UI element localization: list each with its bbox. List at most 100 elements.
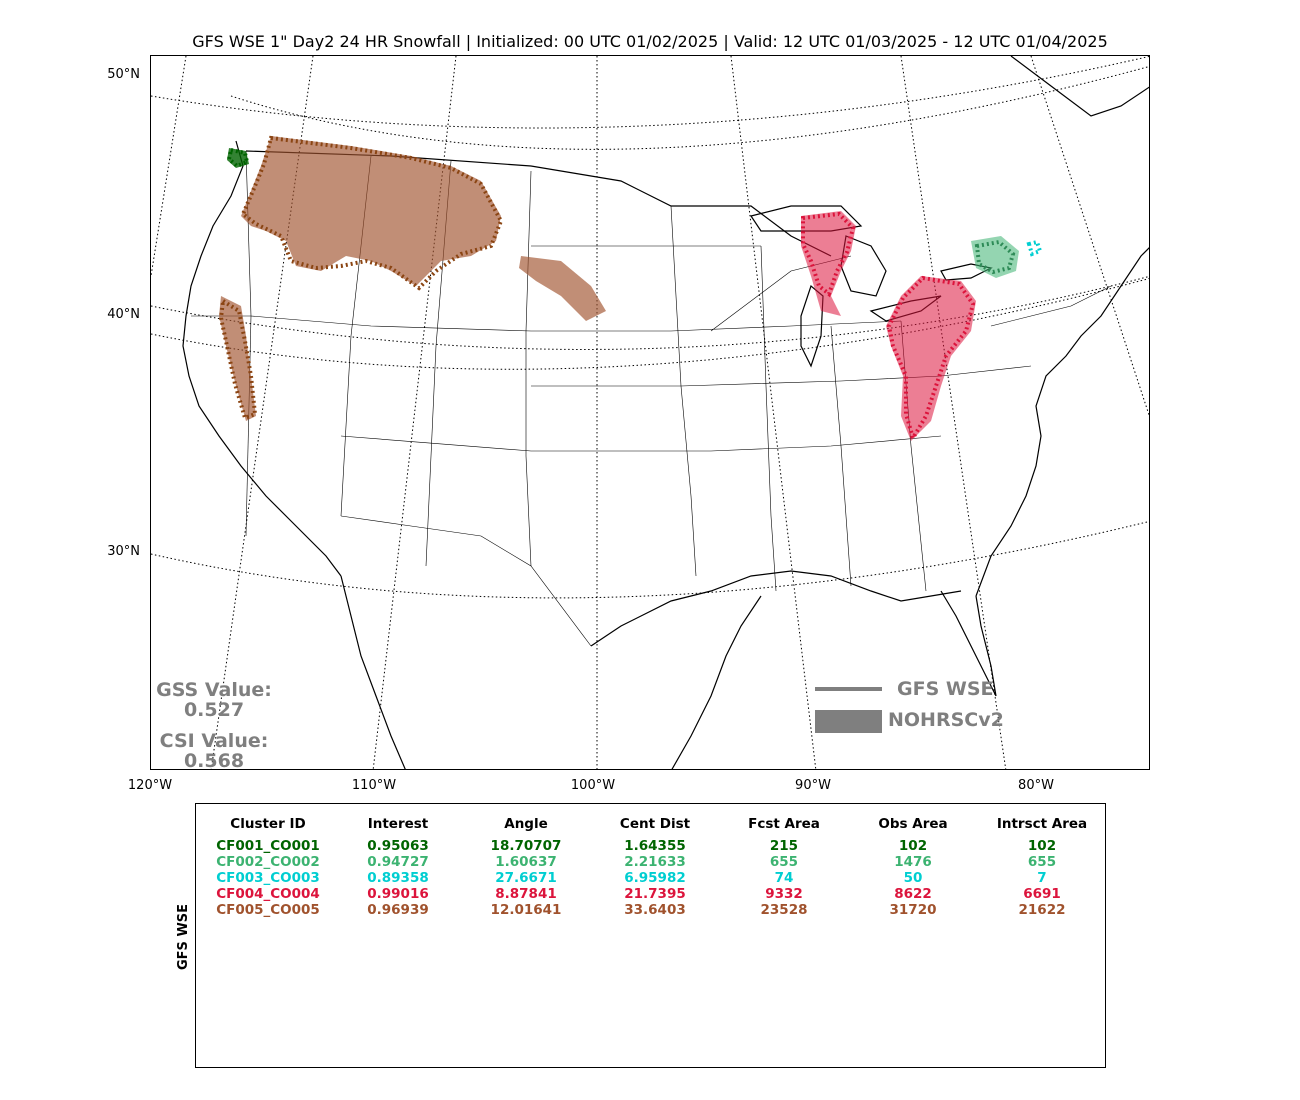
obs-area-cf004-mi (801, 211, 856, 316)
table-cell-obs-area-row5: 31720 (889, 902, 937, 918)
border-2 (250, 315, 902, 332)
table-cell-obs-area-row2: 1476 (894, 854, 932, 870)
lon-label-80w: 80°W (1018, 778, 1054, 793)
table-cell-intrsct-area-row3: 7 (1037, 870, 1047, 886)
table-cell-angle-row3: 27.6671 (495, 870, 557, 886)
state-borders (191, 150, 1112, 647)
fcst-outline-cf003 (1026, 239, 1043, 257)
table-header-obs-area: Obs Area (878, 816, 948, 832)
table-header-cluster-id: Cluster ID (230, 816, 306, 832)
table-cell-cent-dist-row5: 33.6403 (624, 902, 686, 918)
table-header-fcst-area: Fcst Area (748, 816, 820, 832)
border-6 (245, 315, 252, 537)
table-column-obs-area: Obs Area 102 1476 50 8622 31720 (878, 816, 947, 918)
table-cell-interest-row2: 0.94727 (367, 854, 429, 870)
stats-table: Cluster ID CF001_CO001 CF002_CO002 CF003_CO… (195, 803, 1106, 1068)
table-header-cent-dist: Cent Dist (619, 816, 691, 832)
obs-area-cf005-west (219, 296, 256, 421)
border-11 (830, 325, 852, 587)
table-cell-cluster-id-row2: CF002_CO002 (216, 854, 320, 870)
table-cell-intrsct-area-row1: 102 (1027, 838, 1057, 854)
csi-value: 0.568 (183, 750, 245, 772)
obs-area-cf001 (227, 148, 249, 168)
table-column-interest: Interest 0.95063 0.94727 0.89358 0.99016 0.96… (367, 816, 429, 918)
lon-label-90w: 90°W (795, 778, 831, 793)
obs-area-cf005-east (519, 256, 606, 321)
border-7 (340, 435, 942, 452)
table-cell-cent-dist-row1: 1.64355 (624, 838, 686, 854)
table-cell-obs-area-row4: 8622 (894, 886, 932, 902)
lon-label-110w: 110°W (351, 778, 397, 793)
table-header-intrsct-area: Intrsct Area (996, 816, 1088, 832)
table-cell-cluster-id-row1: CF001_CO001 (216, 838, 320, 854)
table-cell-fcst-area-row2: 655 (769, 854, 799, 870)
fcst-outline-cf002 (974, 239, 1016, 275)
table-cell-cluster-id-row5: CF005_CO005 (216, 902, 320, 918)
lat-line-mid-north (230, 66, 1149, 150)
fcst-outline-cf004 (886, 275, 976, 443)
observed-areas (219, 136, 1019, 441)
table-cell-angle-row4: 8.87841 (495, 886, 557, 902)
lon-label-100w: 100°W (570, 778, 616, 793)
map-title: GFS WSE 1" Day2 24 HR Snowfall | Initial… (192, 32, 1108, 51)
lon-line-120w (151, 56, 187, 277)
table-cell-interest-row1: 0.95063 (367, 838, 429, 854)
table-cell-interest-row3: 0.89358 (367, 870, 429, 886)
legend-line-swatch (815, 687, 882, 691)
hudson-bay-edge (1010, 56, 1149, 117)
table-header-angle: Angle (504, 816, 548, 832)
table-column-intrsct-area: Intrsct Area 102 655 7 6691 21622 (997, 816, 1087, 918)
fcst-outline-cf001 (226, 147, 250, 169)
border-5 (525, 170, 532, 567)
table-cell-cluster-id-row3: CF003_CO003 (216, 870, 320, 886)
legend-box-swatch (815, 710, 882, 733)
fcst-outline-cf004-mi (801, 211, 856, 298)
west-coast (182, 140, 342, 577)
table-column-angle: Angle 18.70707 1.60637 27.6671 8.87841 12.016… (491, 816, 562, 918)
table-cell-intrsct-area-row2: 655 (1027, 854, 1057, 870)
table-cell-cent-dist-row4: 21.7395 (624, 886, 686, 902)
table-cell-obs-area-row3: 50 (903, 870, 923, 886)
lon-line-95w (730, 56, 817, 769)
border-13 (531, 365, 1032, 387)
map-panel (150, 55, 1150, 770)
lon-line-85w (1030, 56, 1149, 417)
table-cell-fcst-area-row4: 9332 (765, 886, 803, 902)
table-column-fcst-area: Fcst Area 215 655 74 9332 23528 (748, 816, 820, 918)
border-9 (670, 205, 697, 577)
gss-value: 0.527 (183, 699, 245, 721)
lat-line-mid-upper (151, 275, 1149, 350)
table-cell-angle-row5: 12.01641 (490, 902, 562, 918)
table-cell-fcst-area-row3: 74 (774, 870, 794, 886)
texas-coast (671, 595, 762, 769)
border-1 (191, 150, 252, 317)
table-column-cent-dist: Cent Dist 1.64355 2.21633 6.95982 21.7395 33.… (620, 816, 690, 918)
great-lakes-ontario (940, 263, 993, 281)
table-cell-cent-dist-row2: 2.21633 (624, 854, 686, 870)
gulf-coast (590, 570, 962, 647)
table-cell-angle-row1: 18.70707 (490, 838, 562, 854)
obs-area-cf004 (886, 276, 976, 441)
table-cell-cent-dist-row3: 6.95982 (624, 870, 686, 886)
table-cell-intrsct-area-row5: 21622 (1018, 902, 1066, 918)
table-cell-obs-area-row1: 102 (898, 838, 928, 854)
border-15 (990, 285, 1112, 327)
csi-label: CSI Value: (159, 730, 269, 752)
table-cell-fcst-area-row5: 23528 (760, 902, 808, 918)
table-cell-interest-row5: 0.96939 (367, 902, 429, 918)
baja (340, 575, 406, 769)
fcst-outline-cf005 (240, 135, 504, 291)
table-ylabel: GFS WSE (176, 903, 191, 970)
map-svg (151, 56, 1149, 769)
lat-line-30n (151, 520, 1149, 599)
border-10 (760, 245, 777, 592)
graticule (151, 56, 1149, 769)
forecast-outlines (218, 135, 1043, 443)
lat-label-30n: 30°N (107, 544, 140, 559)
lat-line-40n (151, 278, 1149, 370)
lon-label-120w: 120°W (127, 778, 173, 793)
table-column-cluster-id: Cluster ID CF001_CO001 CF002_CO002 CF003_CO… (216, 816, 320, 918)
legend-box-label: NOHRSCv2 (888, 709, 1004, 731)
legend-line-label: GFS WSE (897, 678, 994, 700)
east-coast (975, 247, 1149, 597)
